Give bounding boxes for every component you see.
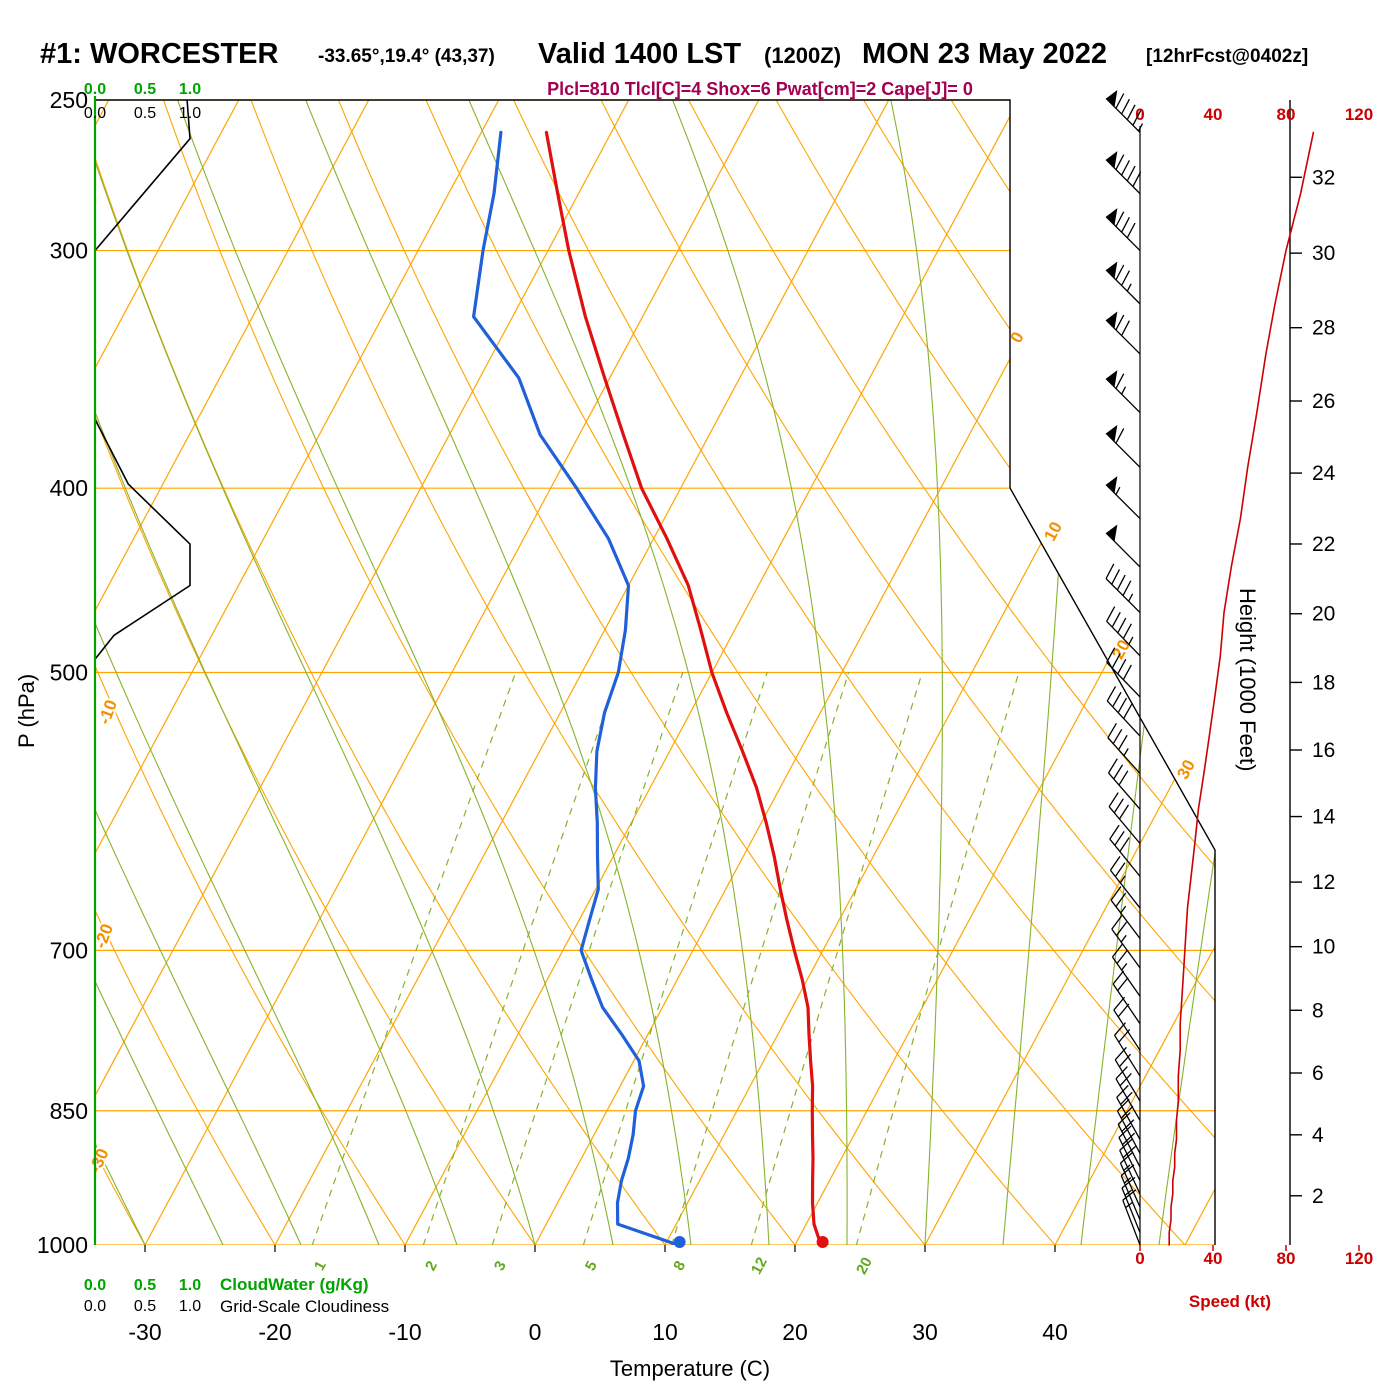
svg-text:120: 120	[1345, 105, 1373, 124]
svg-text:14: 14	[1312, 806, 1336, 829]
svg-text:1.0: 1.0	[179, 105, 201, 122]
svg-text:1: 1	[311, 1258, 330, 1273]
cloudiness-profile	[94, 99, 191, 1245]
svg-text:4: 4	[1312, 1124, 1324, 1147]
svg-text:32: 32	[1312, 166, 1335, 189]
wind-barbs	[1105, 89, 1144, 1246]
cloudiness-legend: Grid-Scale Cloudiness	[220, 1297, 390, 1316]
pressure-gridlines	[95, 100, 1215, 1245]
svg-text:12: 12	[748, 1255, 771, 1278]
svg-text:8: 8	[1312, 999, 1324, 1022]
svg-text:20: 20	[1108, 637, 1134, 663]
svg-text:6: 6	[1312, 1062, 1324, 1085]
svg-text:40: 40	[1042, 1319, 1068, 1345]
svg-text:700: 700	[50, 937, 88, 963]
svg-text:0.0: 0.0	[84, 1298, 106, 1315]
svg-text:0.0: 0.0	[84, 1277, 106, 1294]
svg-text:0.5: 0.5	[134, 81, 156, 98]
svg-text:250: 250	[50, 87, 88, 113]
svg-text:80: 80	[1277, 105, 1296, 124]
svg-text:0.5: 0.5	[134, 1298, 156, 1315]
svg-text:0.5: 0.5	[134, 105, 156, 122]
surface-dewpoint-dot	[673, 1236, 686, 1248]
mixing-ratio-lines	[311, 671, 1020, 1245]
svg-text:20: 20	[853, 1255, 876, 1278]
svg-text:24: 24	[1312, 462, 1336, 485]
svg-text:1.0: 1.0	[179, 1277, 201, 1294]
cloud-scale-labels: 0.0 0.0 0.0 0.0 0.5 0.5 0.5 0.5 1.0 1.0 1.0 1.0	[84, 81, 201, 1315]
temperature-tick-labels: -30 -20 -10 0 10 20 30 40	[128, 1245, 1068, 1345]
svg-text:40: 40	[1204, 1249, 1223, 1268]
pressure-axis-label: P (hPa)	[14, 673, 39, 748]
svg-text:10: 10	[1040, 519, 1066, 545]
svg-text:40: 40	[1204, 105, 1223, 124]
svg-text:400: 400	[50, 475, 88, 501]
svg-text:28: 28	[1312, 317, 1335, 340]
svg-text:850: 850	[50, 1098, 88, 1124]
mixing-ratio-labels: 1 2 3 5 8 12 20	[309, 1253, 877, 1279]
wind-speed-profile	[1168, 131, 1315, 1246]
svg-text:500: 500	[50, 660, 88, 686]
svg-text:300: 300	[50, 238, 88, 264]
svg-text:120: 120	[1345, 1249, 1373, 1268]
svg-text:10: 10	[652, 1319, 678, 1345]
svg-text:5: 5	[582, 1258, 601, 1273]
station-coords: -33.65°,19.4° (43,37)	[318, 46, 495, 67]
svg-text:-10: -10	[388, 1319, 421, 1345]
station-title: #1: WORCESTER	[40, 38, 279, 70]
svg-text:0.5: 0.5	[134, 1277, 156, 1294]
svg-text:26: 26	[1312, 390, 1335, 413]
svg-text:80: 80	[1277, 1249, 1296, 1268]
speed-axis-label: Speed (kt)	[1188, 1292, 1272, 1311]
svg-text:1.0: 1.0	[179, 1298, 201, 1315]
valid-date: MON 23 May 2022	[862, 38, 1108, 70]
svg-text:12: 12	[1312, 871, 1335, 894]
forecast-tag: [12hrFcst@0402z]	[1146, 46, 1309, 67]
svg-text:1000: 1000	[37, 1232, 88, 1258]
svg-text:0.0: 0.0	[84, 105, 106, 122]
svg-text:-10: -10	[95, 697, 121, 727]
surface-temp-dot	[816, 1236, 829, 1248]
svg-text:18: 18	[1312, 671, 1335, 694]
svg-text:0: 0	[1135, 1249, 1144, 1268]
cloudwater-legend: CloudWater (g/Kg)	[220, 1275, 369, 1294]
dewpoint-profile	[472, 130, 680, 1245]
svg-text:2: 2	[422, 1258, 441, 1273]
svg-text:0: 0	[1135, 105, 1144, 124]
svg-text:10: 10	[1312, 936, 1335, 959]
svg-text:20: 20	[1312, 603, 1335, 626]
svg-text:20: 20	[782, 1319, 808, 1345]
svg-text:2: 2	[1312, 1185, 1324, 1208]
svg-text:0.0: 0.0	[84, 81, 106, 98]
pressure-tick-labels: 250 300 400 500 700 850 1000	[37, 87, 88, 1258]
svg-text:16: 16	[1312, 739, 1335, 762]
svg-text:30: 30	[1312, 242, 1335, 265]
svg-text:1.0: 1.0	[179, 81, 201, 98]
plot-border	[95, 99, 1216, 1245]
valid-time: Valid 1400 LST	[538, 38, 742, 70]
svg-text:0: 0	[529, 1319, 542, 1345]
temperature-profile	[544, 130, 823, 1245]
svg-text:30: 30	[1173, 757, 1199, 783]
speed-axis-labels: 0 0 40 40 80 80 120 120	[1135, 105, 1373, 1268]
sounding-parameters: Plcl=810 Tlcl[C]=4 Shox=6 Pwat[cm]=2 Cap…	[547, 79, 973, 99]
zulu-time: (1200Z)	[764, 43, 842, 68]
svg-text:3: 3	[491, 1258, 510, 1273]
svg-text:8: 8	[670, 1258, 689, 1273]
svg-text:-20: -20	[258, 1319, 291, 1345]
svg-text:22: 22	[1312, 533, 1335, 556]
dry-adiabat-labels: -10-20-30	[83, 695, 123, 1178]
temperature-axis-label: Temperature (C)	[609, 1356, 771, 1381]
svg-text:-30: -30	[128, 1319, 161, 1345]
svg-text:30: 30	[912, 1319, 938, 1345]
height-axis-label: Height (1000 Feet)	[1235, 588, 1260, 772]
